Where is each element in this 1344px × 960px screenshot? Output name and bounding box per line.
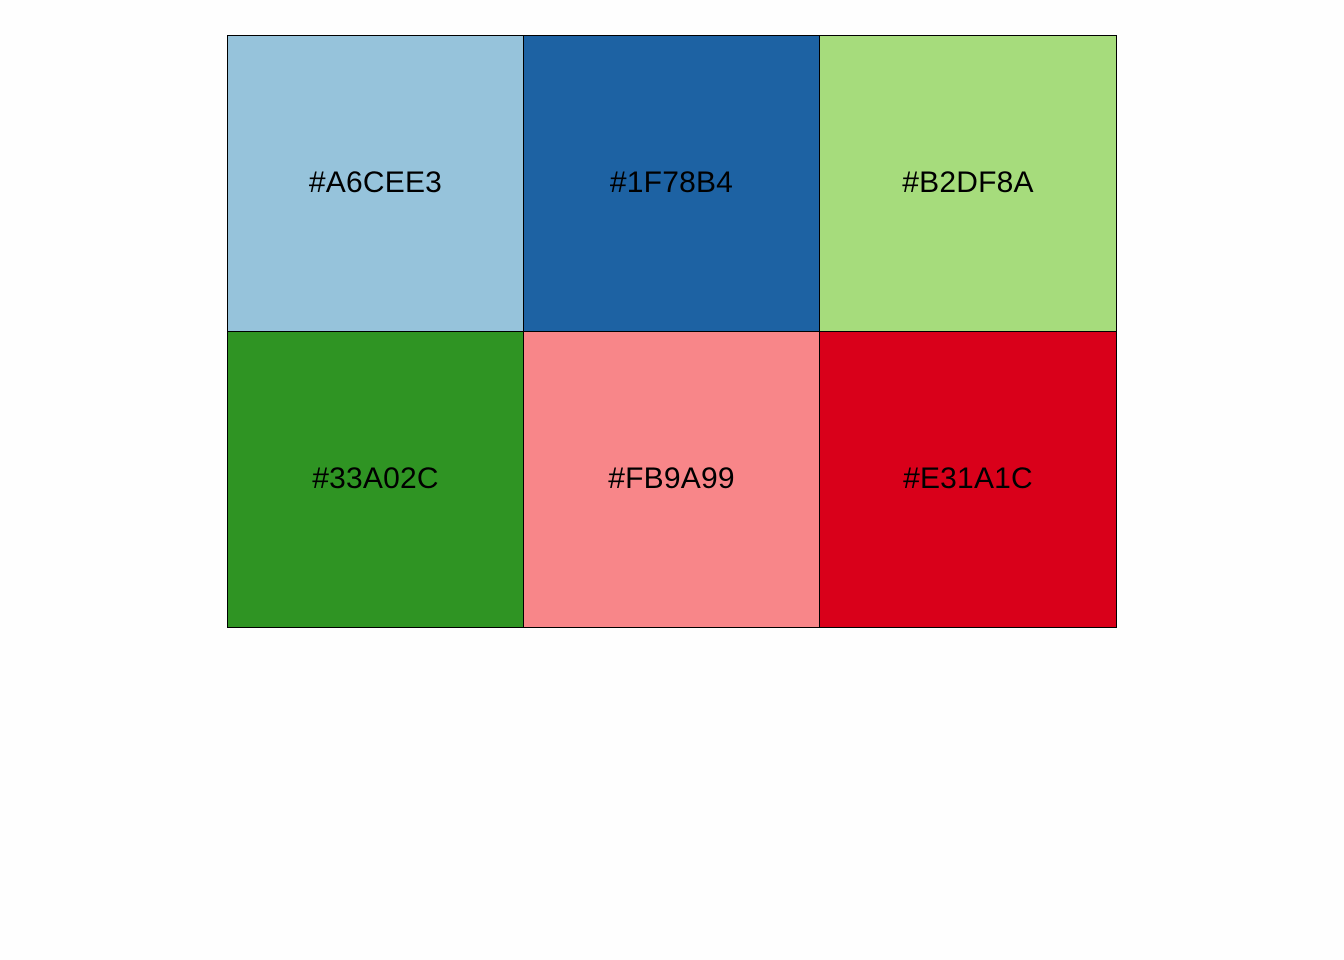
swatch-label: #B2DF8A [902, 166, 1034, 200]
swatch-label: #E31A1C [903, 462, 1033, 496]
color-swatch-grid: #A6CEE3 #1F78B4 #B2DF8A #33A02C #FB9A99 … [227, 35, 1117, 628]
swatch-e31a1c: #E31A1C [820, 331, 1116, 627]
swatch-b2df8a: #B2DF8A [820, 36, 1116, 332]
swatch-fb9a99: #FB9A99 [524, 331, 820, 627]
swatch-label: #A6CEE3 [308, 166, 443, 200]
swatch-label: #33A02C [312, 462, 439, 496]
swatch-a6cee3: #A6CEE3 [228, 36, 524, 332]
swatch-label: #FB9A99 [608, 462, 735, 496]
swatch-33a02c: #33A02C [228, 331, 524, 627]
swatch-label: #1F78B4 [609, 166, 734, 200]
swatch-1f78b4: #1F78B4 [524, 36, 820, 332]
